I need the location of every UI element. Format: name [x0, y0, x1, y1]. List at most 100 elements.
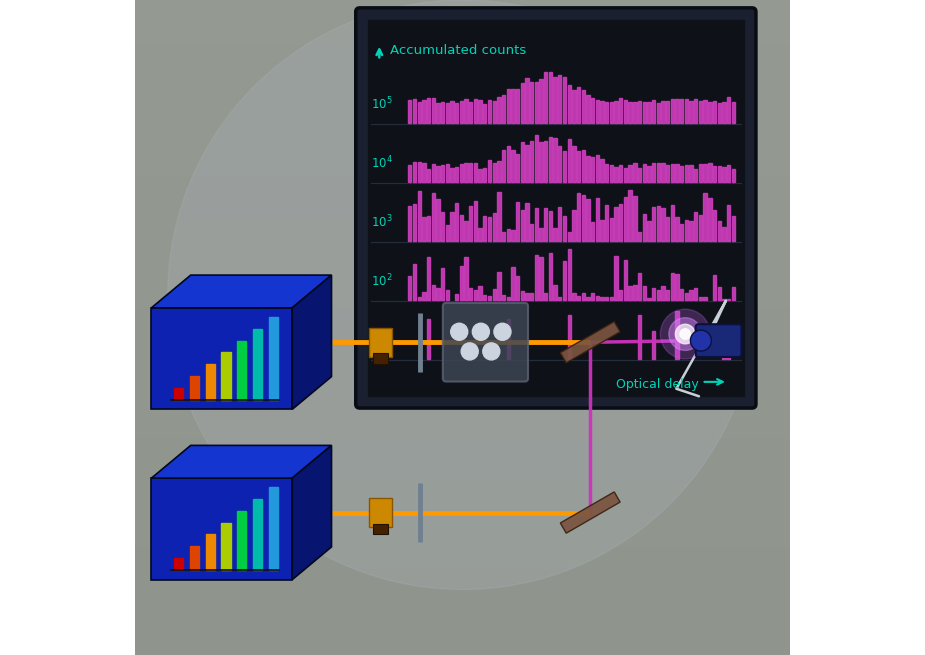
Bar — [135, 328, 790, 349]
Bar — [675, 99, 679, 123]
Bar — [539, 142, 543, 182]
Text: $10^3$: $10^3$ — [371, 214, 392, 230]
Bar — [549, 72, 552, 123]
Bar — [450, 101, 453, 123]
Bar — [190, 376, 199, 400]
Polygon shape — [152, 445, 331, 478]
Bar — [544, 208, 548, 241]
Bar — [464, 257, 468, 300]
Bar — [135, 371, 790, 393]
Bar — [507, 297, 510, 300]
Bar — [498, 272, 500, 300]
Bar — [718, 288, 721, 300]
Bar — [605, 205, 609, 241]
Bar — [698, 164, 702, 182]
Polygon shape — [152, 478, 292, 580]
Bar — [558, 297, 561, 300]
Bar — [432, 285, 435, 300]
Bar — [135, 568, 790, 590]
Bar — [671, 272, 674, 300]
Bar — [135, 22, 790, 44]
Bar — [460, 101, 463, 123]
Bar — [135, 611, 790, 633]
Bar — [469, 206, 473, 241]
Bar — [135, 546, 790, 568]
Bar — [704, 193, 707, 241]
Circle shape — [473, 324, 489, 341]
Bar — [596, 155, 599, 182]
Bar — [600, 159, 604, 182]
Bar — [205, 364, 215, 400]
Bar — [135, 393, 790, 415]
Bar — [652, 288, 655, 300]
Bar — [417, 297, 421, 300]
Bar — [704, 164, 707, 182]
Bar — [135, 458, 790, 480]
Bar — [268, 317, 278, 400]
Bar — [610, 102, 613, 123]
Bar — [521, 141, 524, 182]
Bar — [600, 297, 604, 300]
Bar — [586, 297, 589, 300]
Bar — [525, 145, 529, 182]
Bar — [413, 99, 416, 123]
Bar — [174, 388, 183, 400]
Bar — [562, 77, 566, 123]
Bar — [713, 276, 716, 300]
Bar — [671, 99, 674, 123]
Circle shape — [660, 309, 710, 359]
Bar — [648, 166, 650, 182]
Bar — [135, 0, 790, 22]
Bar — [426, 257, 430, 300]
Bar — [530, 293, 534, 300]
Bar — [586, 199, 589, 241]
Bar — [722, 299, 725, 300]
Circle shape — [167, 0, 758, 590]
Bar — [605, 164, 609, 182]
Bar — [487, 160, 491, 182]
Bar — [732, 102, 735, 123]
Bar — [591, 221, 595, 241]
Bar — [610, 297, 613, 300]
Bar — [492, 101, 496, 123]
Bar — [417, 191, 421, 241]
FancyBboxPatch shape — [356, 8, 756, 408]
Bar — [582, 293, 585, 300]
Bar — [568, 139, 571, 182]
Bar — [478, 170, 482, 182]
Bar — [417, 162, 421, 182]
Bar — [582, 149, 585, 182]
Bar — [689, 290, 693, 300]
FancyBboxPatch shape — [696, 324, 742, 357]
Bar — [437, 288, 439, 300]
Bar — [727, 299, 730, 300]
Bar — [680, 99, 684, 123]
Bar — [512, 230, 514, 241]
Bar — [568, 314, 571, 359]
Bar — [643, 102, 646, 123]
Bar — [512, 88, 514, 123]
Bar — [498, 97, 500, 123]
Bar — [268, 487, 278, 570]
Bar — [460, 266, 463, 300]
Bar — [666, 217, 670, 241]
Bar — [698, 297, 702, 300]
Bar — [369, 498, 392, 527]
Bar — [135, 109, 790, 131]
Bar — [413, 162, 416, 182]
Bar — [614, 206, 618, 241]
Polygon shape — [152, 275, 331, 308]
Bar — [586, 156, 589, 182]
Bar — [562, 261, 566, 300]
Bar — [558, 75, 561, 123]
Bar — [135, 66, 790, 87]
Bar — [666, 102, 670, 123]
Bar — [643, 214, 646, 241]
Bar — [577, 193, 580, 241]
Bar — [727, 205, 730, 241]
Bar — [568, 84, 571, 123]
Bar — [502, 232, 505, 241]
Bar — [689, 102, 693, 123]
Bar — [135, 262, 790, 284]
Bar — [638, 232, 641, 241]
